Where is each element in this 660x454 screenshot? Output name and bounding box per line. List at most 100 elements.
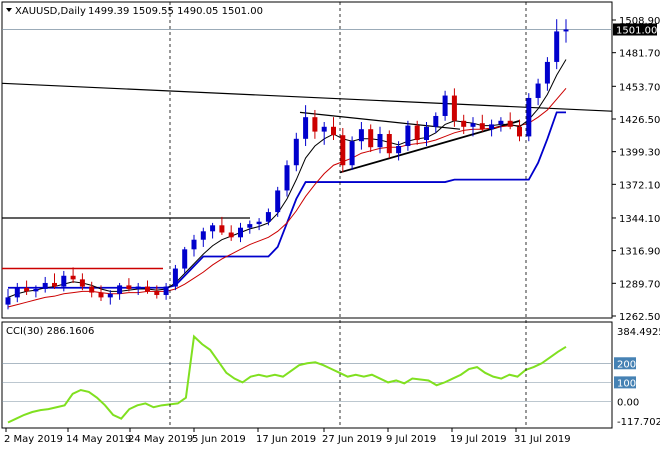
candle-body[interactable] bbox=[89, 286, 95, 293]
candle-body[interactable] bbox=[442, 95, 448, 116]
candle-body[interactable] bbox=[303, 117, 309, 139]
candle-body[interactable] bbox=[265, 212, 271, 222]
candle-body[interactable] bbox=[489, 124, 495, 130]
triangle-lower-line[interactable] bbox=[339, 119, 521, 174]
candle-body[interactable] bbox=[33, 288, 39, 292]
candle-body[interactable] bbox=[396, 146, 402, 154]
cci-line bbox=[7, 334, 567, 424]
candle-body[interactable] bbox=[312, 117, 318, 132]
symbol-label: XAUUSD,Daily bbox=[15, 6, 86, 17]
cci-level-badge bbox=[614, 395, 636, 408]
candle-body[interactable] bbox=[405, 125, 411, 147]
candle-body[interactable] bbox=[563, 29, 569, 32]
date-axis-label: 14 May 2019 bbox=[66, 434, 131, 445]
date-axis-label: 17 Jun 2019 bbox=[256, 434, 316, 445]
candle-body[interactable] bbox=[358, 129, 364, 142]
resistance-trendline[interactable] bbox=[1, 82, 613, 112]
candle-body[interactable] bbox=[61, 275, 67, 287]
candle-body[interactable] bbox=[554, 31, 560, 62]
price-axis-label: 1372.10 bbox=[619, 180, 660, 191]
candle-body[interactable] bbox=[107, 293, 113, 298]
dropdown-triangle-icon[interactable] bbox=[6, 8, 12, 12]
price-panel-frame bbox=[1, 1, 613, 319]
cci-label: CCI(30) 286.1606 bbox=[6, 326, 94, 337]
candle-body[interactable] bbox=[52, 282, 57, 287]
candle-body[interactable] bbox=[535, 83, 541, 98]
current-price-badge bbox=[613, 23, 657, 36]
candle-body[interactable] bbox=[14, 287, 20, 298]
candle-body[interactable] bbox=[424, 126, 429, 141]
candle-body[interactable] bbox=[498, 120, 504, 125]
candle-body[interactable] bbox=[172, 268, 178, 287]
candle-body[interactable] bbox=[451, 95, 457, 121]
axes: 1508.90 1481.70 1453.70 1426.50 1399.30 1372.… bbox=[4, 2, 660, 445]
candle-body[interactable] bbox=[526, 97, 532, 137]
candle-body[interactable] bbox=[517, 126, 522, 137]
candle-body[interactable] bbox=[228, 232, 234, 238]
cci-axis-label: 0.00 bbox=[617, 397, 639, 408]
candle-body[interactable] bbox=[98, 292, 104, 298]
candle-body[interactable] bbox=[386, 134, 392, 154]
candle-body[interactable] bbox=[5, 297, 11, 305]
candle-body[interactable] bbox=[135, 286, 141, 289]
price-axis-label: 1426.50 bbox=[619, 115, 660, 126]
date-axis-label: 27 Jun 2019 bbox=[322, 434, 382, 445]
price-axis-label: 1399.30 bbox=[619, 148, 660, 159]
date-axis-label: 24 May 2019 bbox=[128, 434, 193, 445]
candle-body[interactable] bbox=[145, 286, 150, 292]
candle-body[interactable] bbox=[79, 279, 85, 287]
candle-body[interactable] bbox=[70, 275, 76, 280]
candle-body[interactable] bbox=[117, 285, 123, 294]
candle-body[interactable] bbox=[349, 141, 355, 166]
candle-body[interactable] bbox=[479, 123, 485, 130]
candle-body[interactable] bbox=[154, 291, 160, 295]
candle-body[interactable] bbox=[247, 224, 253, 228]
candle-body[interactable] bbox=[377, 134, 383, 148]
candle-body[interactable] bbox=[470, 123, 476, 127]
price-axis-label: 1316.90 bbox=[619, 247, 660, 258]
candle-body[interactable] bbox=[544, 61, 550, 84]
cci-axis-label: 384.4925 bbox=[617, 327, 660, 338]
date-axis-label: 19 Jul 2019 bbox=[450, 434, 507, 445]
candle-body[interactable] bbox=[321, 126, 327, 132]
candle-body[interactable] bbox=[163, 286, 169, 295]
price-chart bbox=[1, 19, 613, 310]
cci-chart bbox=[2, 334, 612, 424]
date-axis-label: 5 Jun 2019 bbox=[192, 434, 246, 445]
candle-body[interactable] bbox=[331, 126, 336, 136]
ohlc-label: 1499.39 1509.55 1490.05 1501.00 bbox=[88, 6, 263, 17]
price-axis-label: 1289.70 bbox=[619, 279, 660, 290]
date-axis-label: 2 May 2019 bbox=[4, 434, 63, 445]
candle-body[interactable] bbox=[368, 129, 374, 148]
candle-body[interactable] bbox=[340, 135, 346, 166]
candle-body[interactable] bbox=[433, 115, 439, 127]
candle-body[interactable] bbox=[210, 225, 216, 232]
candle-body[interactable] bbox=[42, 282, 48, 289]
price-axis-label: 1453.70 bbox=[619, 82, 660, 93]
candle-body[interactable] bbox=[256, 221, 262, 225]
cci-level-badge bbox=[614, 357, 636, 370]
candle-body[interactable] bbox=[182, 249, 188, 269]
candle-body[interactable] bbox=[191, 239, 197, 250]
candle-body[interactable] bbox=[414, 125, 420, 141]
candle-body[interactable] bbox=[284, 165, 290, 191]
cci-level-badge bbox=[614, 376, 636, 389]
candle-body[interactable] bbox=[293, 138, 299, 166]
candle-body[interactable] bbox=[219, 225, 225, 233]
candle-body[interactable] bbox=[200, 231, 206, 240]
candle-body[interactable] bbox=[126, 285, 132, 289]
price-axis-label: 1508.90 bbox=[619, 16, 660, 27]
cci-panel-frame bbox=[1, 321, 613, 429]
candle-body[interactable] bbox=[507, 120, 513, 127]
candle-body[interactable] bbox=[275, 190, 281, 213]
candle-body[interactable] bbox=[24, 287, 30, 292]
candle-body[interactable] bbox=[238, 227, 243, 238]
cci-axis-label: 100 bbox=[617, 378, 636, 389]
current-price-label: 1501.00 bbox=[616, 25, 657, 36]
candle-body[interactable] bbox=[461, 120, 467, 127]
price-axis-label: 1481.70 bbox=[619, 49, 660, 60]
price-axis-label: 1344.10 bbox=[619, 214, 660, 225]
price-axis-label: 1262.50 bbox=[619, 312, 660, 323]
